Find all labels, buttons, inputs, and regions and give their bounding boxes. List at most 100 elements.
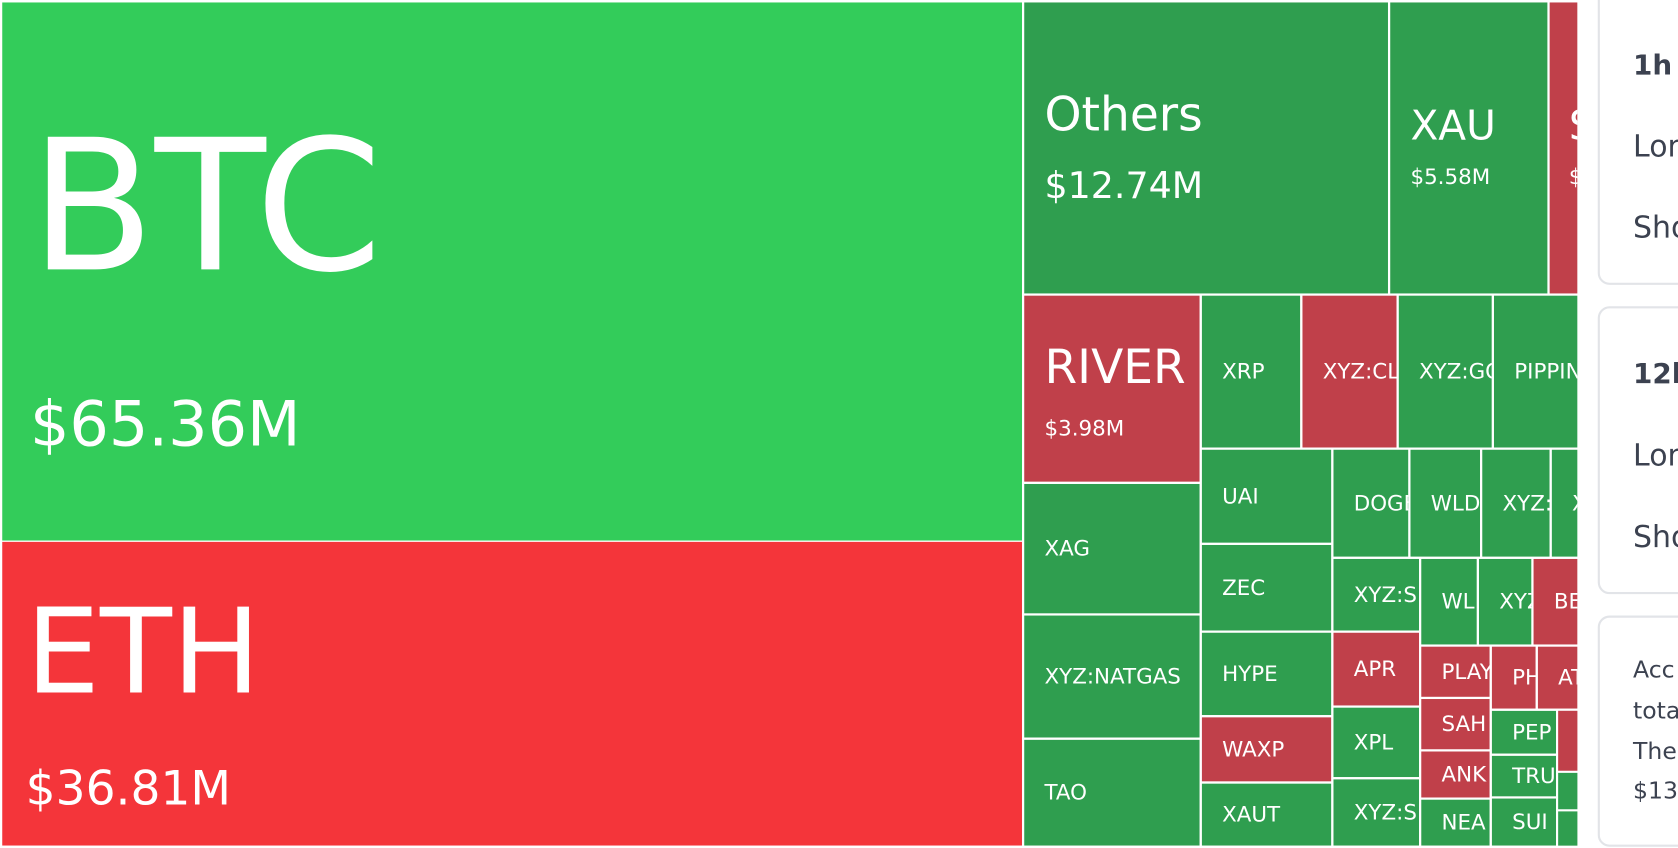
tile-group: Others $12.74M <box>1024 2 1388 294</box>
tile-label: PEP <box>1512 720 1551 745</box>
side-panel: 1h Lon Sho 12h Lon Sho Acc tota The $13 <box>1597 0 1678 847</box>
tile <box>1201 783 1332 846</box>
tile-group: XYZ: <box>1482 449 1552 557</box>
tile-group: XYZ:GO <box>1398 295 1502 448</box>
tile <box>1333 707 1420 778</box>
tile-label: XRP <box>1222 360 1265 385</box>
tile-label: XAUT <box>1222 803 1281 828</box>
tile-group: XYZ:CL <box>1302 295 1400 448</box>
tile <box>1491 710 1557 754</box>
treemap: BTC $65.36M ETH $36.81M Others $12.74M XAU $5.5… <box>2 2 1585 846</box>
card-text: Acc <box>1633 656 1675 684</box>
tile-label: WAXP <box>1222 737 1284 762</box>
tile <box>1421 699 1490 750</box>
tile-group: PIPPIN <box>1493 295 1578 448</box>
tile-label: BTC <box>30 100 382 312</box>
tile <box>1333 632 1420 706</box>
tile <box>1201 717 1332 782</box>
card <box>1597 615 1678 847</box>
tile-label: XYZ: <box>1502 491 1552 516</box>
tile <box>1024 739 1200 846</box>
tile <box>1537 646 1578 709</box>
tile-label: UAI <box>1222 484 1259 509</box>
tile <box>1302 295 1397 448</box>
tile <box>1201 295 1301 448</box>
tile-group: XRP <box>1201 295 1301 448</box>
tile <box>1201 449 1332 543</box>
card <box>1597 0 1678 285</box>
tile-value: $65.36M <box>30 387 301 460</box>
tile-group: DOGE <box>1333 449 1417 557</box>
tile-group: SUI <box>1491 798 1557 846</box>
card-text: Lon <box>1633 129 1678 164</box>
tile-label: XYZ:NATGAS <box>1044 665 1180 690</box>
tile-group: BE <box>1533 558 1582 645</box>
tile-group: XAU $5.58M <box>1390 2 1548 294</box>
tile-group: TAO <box>1024 739 1200 846</box>
tile-group: AT <box>1537 646 1585 709</box>
tile <box>1390 2 1548 294</box>
tile-value: $3.98M <box>1044 416 1124 441</box>
tile <box>1558 710 1578 771</box>
tile-group: SAH <box>1421 699 1490 750</box>
tile <box>1549 2 1578 294</box>
tile-label: TAO <box>1043 781 1087 806</box>
tile <box>1482 449 1550 557</box>
tile <box>1491 798 1557 846</box>
tile <box>1551 449 1578 557</box>
tile-label: WL <box>1441 590 1474 615</box>
tile-group: S$ <box>1549 2 1583 294</box>
tile-value: $36.81M <box>26 762 231 817</box>
tile-group: WAXP <box>1201 717 1332 782</box>
tile <box>1024 483 1200 614</box>
tile-group: PLAY <box>1421 646 1493 697</box>
tile-label: XYZ:CL <box>1323 360 1400 385</box>
tile <box>1421 646 1490 697</box>
tile-label: ETH <box>26 584 261 721</box>
card-title: 12h <box>1633 357 1678 390</box>
tile-label: PH <box>1512 666 1541 691</box>
tile-label: XYZ <box>1499 590 1541 615</box>
tile <box>1333 558 1420 631</box>
tile <box>1398 295 1492 448</box>
tile <box>1421 799 1490 846</box>
card-text: Sho <box>1633 520 1678 555</box>
tile <box>2 541 1022 846</box>
tile-value: $5.58M <box>1410 165 1490 190</box>
tile-group: XAG <box>1024 483 1200 614</box>
tile-group: TRU <box>1491 755 1557 797</box>
tile-label: Others <box>1044 87 1202 142</box>
tile <box>1201 544 1332 631</box>
tile <box>1410 449 1481 557</box>
card-title: 1h <box>1633 49 1672 82</box>
tile-group: XPL <box>1333 707 1420 778</box>
tile-label: XAG <box>1044 537 1090 562</box>
tile-label: XYZ:GO <box>1419 360 1502 385</box>
tile <box>1491 646 1536 709</box>
tile-label: XPL <box>1354 730 1394 755</box>
tile-group: ANK <box>1421 751 1490 798</box>
tile-value: $12.74M <box>1044 164 1203 207</box>
tile <box>1493 295 1578 448</box>
card-text: tota <box>1633 696 1678 724</box>
tile-label: XYZ:S <box>1354 801 1417 826</box>
tile-value: $ <box>1569 165 1583 190</box>
tile-group: XYZ:S <box>1333 779 1420 846</box>
tile-group: BTC $65.36M <box>2 2 1022 541</box>
card-text: $13 <box>1633 777 1678 805</box>
tile-group: X <box>1551 449 1578 557</box>
tile-label: DOGE <box>1354 491 1417 516</box>
tile-label: BE <box>1554 590 1582 615</box>
tile-group: ZEC <box>1201 544 1332 631</box>
tile-label: PLAY <box>1441 660 1493 685</box>
tile-label: ANK <box>1441 763 1487 788</box>
tile-group: RIVER $3.98M <box>1024 295 1200 482</box>
tile <box>1201 632 1332 716</box>
tile <box>1491 755 1557 797</box>
card-text: Sho <box>1633 211 1678 246</box>
tile <box>1478 558 1532 645</box>
tile-label: AT <box>1558 666 1585 691</box>
tile-label: XAU <box>1410 102 1495 150</box>
tile <box>1024 2 1388 294</box>
